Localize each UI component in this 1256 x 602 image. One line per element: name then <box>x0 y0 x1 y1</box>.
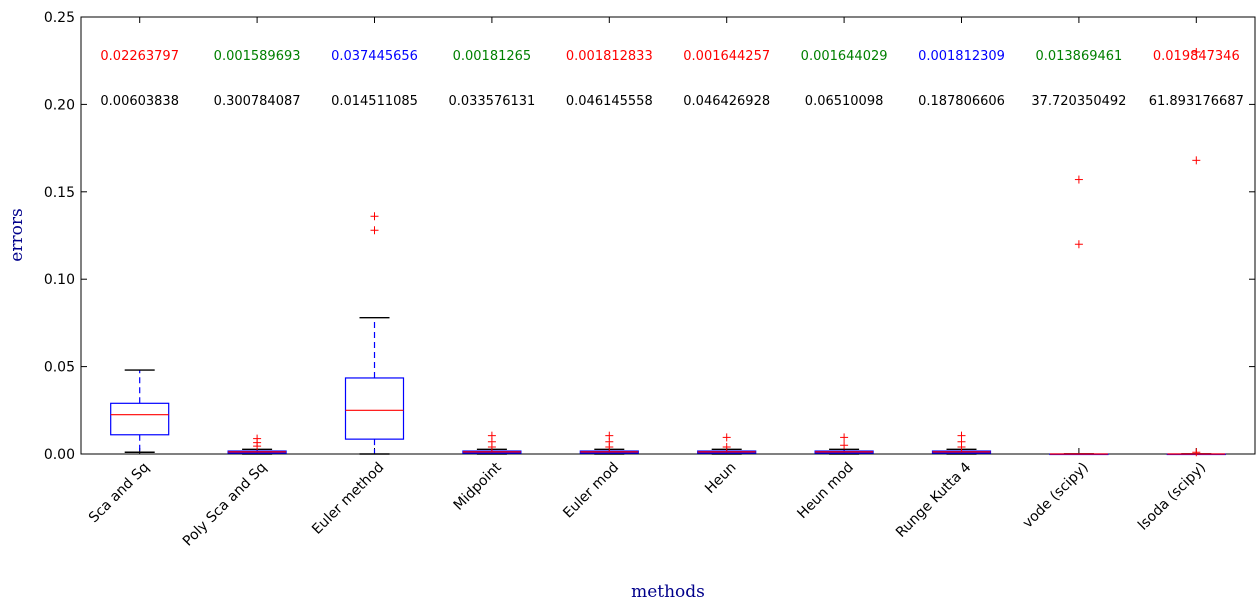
flier-point <box>840 441 849 450</box>
annotation-top: 0.00181265 <box>453 49 532 64</box>
x-tick-label: Sca and Sq <box>86 460 153 527</box>
annotation-bottom: 0.187806606 <box>918 94 1005 109</box>
x-tick-label: Euler method <box>309 460 387 538</box>
y-tick-label: 0.10 <box>44 272 75 288</box>
annotation-bottom: 0.033576131 <box>448 94 535 109</box>
flier-point <box>253 434 262 443</box>
flier-point <box>722 433 731 442</box>
box-9 <box>1049 175 1109 456</box>
annotation-top: 0.001644257 <box>683 49 770 64</box>
x-tick-label: Poly Sca and Sq <box>180 460 270 550</box>
y-axis-title: errors <box>7 208 27 261</box>
annotation-top: 0.013869461 <box>1035 49 1122 64</box>
flier-point <box>605 431 614 440</box>
flier-point <box>957 431 966 440</box>
box-4 <box>462 431 522 455</box>
flier-point <box>722 443 731 452</box>
annotation-top: 0.001644029 <box>801 49 888 64</box>
box <box>344 377 405 440</box>
x-tick-label: Heun mod <box>794 460 857 523</box>
x-tick-label: Runge Kutta 4 <box>893 459 974 540</box>
annotation-top: 0.037445656 <box>331 49 418 64</box>
flier-point <box>370 212 379 221</box>
x-tick-label: vode (scipy) <box>1020 460 1092 532</box>
flier-point <box>1192 47 1201 56</box>
annotation-bottom: 0.06510098 <box>805 94 884 109</box>
box-7 <box>814 433 874 455</box>
x-tick-label: Euler mod <box>560 460 622 522</box>
flier-point <box>370 226 379 235</box>
box-8 <box>931 431 992 455</box>
y-tick-label: 0.00 <box>44 447 75 463</box>
annotation-top: 0.001812309 <box>918 49 1005 64</box>
plot-area <box>80 16 1256 455</box>
y-tick-label: 0.25 <box>44 10 75 26</box>
flier-point <box>1192 448 1201 457</box>
x-tick-label: Midpoint <box>451 459 505 513</box>
flier-point <box>1074 240 1083 249</box>
annotation-bottom: 0.046145558 <box>566 94 653 109</box>
box-2 <box>227 434 287 455</box>
annotation-top: 0.02263797 <box>100 49 179 64</box>
box <box>110 402 170 436</box>
box-3 <box>344 212 405 455</box>
annotation-bottom: 61.893176687 <box>1149 94 1244 109</box>
value-annotations: 0.02263797 0.001589693 0.037445656 0.001812… <box>100 49 1243 109</box>
box-5 <box>579 431 639 455</box>
annotation-top: 0.001812833 <box>566 49 653 64</box>
y-tick-label: 0.15 <box>44 185 75 201</box>
y-axis: 0.00 0.05 0.10 0.15 0.20 0.25 <box>44 10 1255 463</box>
annotation-bottom: 0.014511085 <box>331 94 418 109</box>
x-axis-title: methods <box>631 582 705 602</box>
flier-point <box>1192 156 1201 165</box>
annotation-bottom: 0.300784087 <box>214 94 301 109</box>
annotation-bottom: 0.00603838 <box>100 94 179 109</box>
flier-point <box>487 431 496 440</box>
annotation-bottom: 37.720350492 <box>1031 94 1126 109</box>
box-10 <box>1166 47 1226 457</box>
annotation-top: 0.019847346 <box>1153 49 1240 64</box>
y-tick-label: 0.05 <box>44 360 75 376</box>
annotation-bottom: 0.046426928 <box>683 94 770 109</box>
x-tick-label: Heun <box>702 460 739 497</box>
box-1 <box>110 369 170 453</box>
y-tick-label: 0.20 <box>44 97 75 113</box>
x-tick-label: lsoda (scipy) <box>1135 460 1209 534</box>
box-series <box>110 47 1226 457</box>
plot-frame <box>80 16 1256 455</box>
box-6 <box>697 433 757 455</box>
annotation-top: 0.001589693 <box>214 49 301 64</box>
flier-point <box>840 433 849 442</box>
flier-point <box>1074 175 1083 184</box>
